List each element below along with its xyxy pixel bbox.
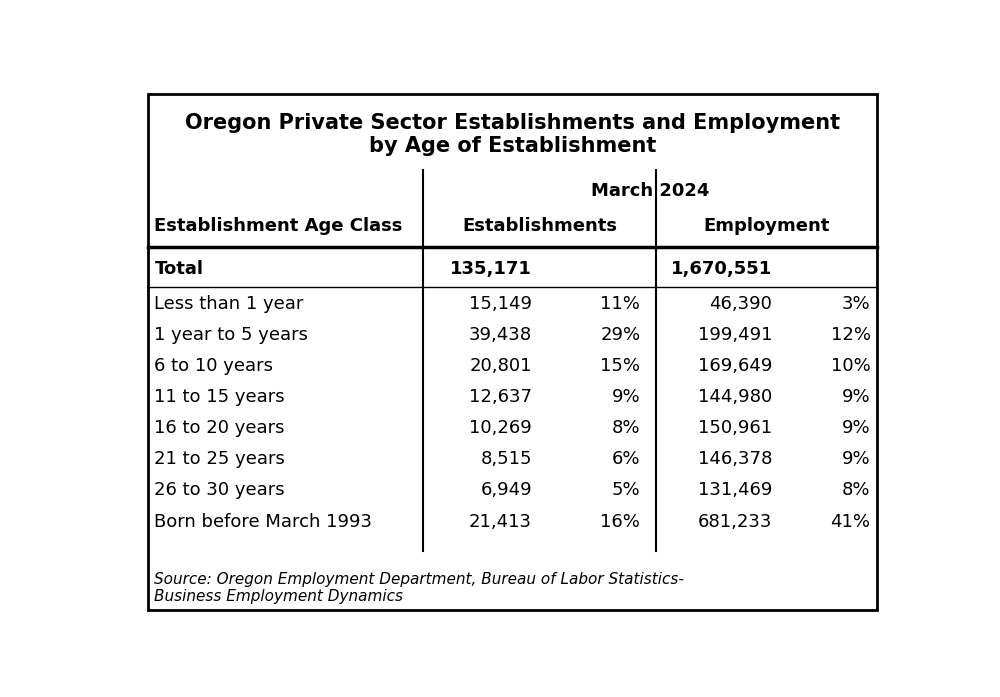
Text: 135,171: 135,171 bbox=[450, 260, 532, 278]
Text: 6 to 10 years: 6 to 10 years bbox=[154, 357, 273, 375]
Text: 16 to 20 years: 16 to 20 years bbox=[154, 419, 285, 437]
Text: 5%: 5% bbox=[612, 482, 640, 500]
Text: 16%: 16% bbox=[600, 512, 640, 530]
Text: 8,515: 8,515 bbox=[480, 450, 532, 468]
Text: Establishments: Establishments bbox=[462, 217, 617, 235]
Text: 146,378: 146,378 bbox=[698, 450, 772, 468]
Text: 8%: 8% bbox=[842, 482, 871, 500]
Text: 21 to 25 years: 21 to 25 years bbox=[154, 450, 285, 468]
Text: 199,491: 199,491 bbox=[698, 325, 772, 344]
Text: 29%: 29% bbox=[600, 325, 640, 344]
Text: 11%: 11% bbox=[600, 295, 640, 313]
Text: 9%: 9% bbox=[842, 419, 871, 437]
Text: Less than 1 year: Less than 1 year bbox=[154, 295, 304, 313]
Text: 15,149: 15,149 bbox=[469, 295, 532, 313]
Text: 26 to 30 years: 26 to 30 years bbox=[154, 482, 285, 500]
Text: 15%: 15% bbox=[600, 357, 640, 375]
Text: Source: Oregon Employment Department, Bureau of Labor Statistics-
Business Emplo: Source: Oregon Employment Department, Bu… bbox=[154, 572, 684, 604]
Text: 6%: 6% bbox=[612, 450, 640, 468]
Text: 21,413: 21,413 bbox=[469, 512, 532, 530]
Text: 39,438: 39,438 bbox=[469, 325, 532, 344]
Text: Establishment Age Class: Establishment Age Class bbox=[154, 217, 403, 235]
Text: 1 year to 5 years: 1 year to 5 years bbox=[154, 325, 308, 344]
Text: 11 to 15 years: 11 to 15 years bbox=[154, 388, 285, 406]
Text: 6,949: 6,949 bbox=[480, 482, 532, 500]
Text: 1,670,551: 1,670,551 bbox=[671, 260, 772, 278]
Text: Employment: Employment bbox=[703, 217, 830, 235]
Text: 9%: 9% bbox=[612, 388, 640, 406]
Text: Oregon Private Sector Establishments and Employment
by Age of Establishment: Oregon Private Sector Establishments and… bbox=[185, 113, 840, 156]
Text: 10%: 10% bbox=[831, 357, 871, 375]
Text: 12,637: 12,637 bbox=[469, 388, 532, 406]
Text: 41%: 41% bbox=[831, 512, 871, 530]
Text: 144,980: 144,980 bbox=[698, 388, 772, 406]
Text: 9%: 9% bbox=[842, 388, 871, 406]
Text: 10,269: 10,269 bbox=[469, 419, 532, 437]
Text: Total: Total bbox=[154, 260, 203, 278]
Text: 150,961: 150,961 bbox=[698, 419, 772, 437]
Text: March 2024: March 2024 bbox=[591, 182, 709, 200]
Text: 9%: 9% bbox=[842, 450, 871, 468]
Text: 46,390: 46,390 bbox=[709, 295, 772, 313]
Text: 8%: 8% bbox=[612, 419, 640, 437]
Text: 3%: 3% bbox=[842, 295, 871, 313]
Text: 12%: 12% bbox=[831, 325, 871, 344]
Text: 20,801: 20,801 bbox=[469, 357, 532, 375]
Text: 169,649: 169,649 bbox=[698, 357, 772, 375]
Text: Born before March 1993: Born before March 1993 bbox=[154, 512, 372, 530]
Text: 131,469: 131,469 bbox=[698, 482, 772, 500]
Text: 681,233: 681,233 bbox=[698, 512, 772, 530]
